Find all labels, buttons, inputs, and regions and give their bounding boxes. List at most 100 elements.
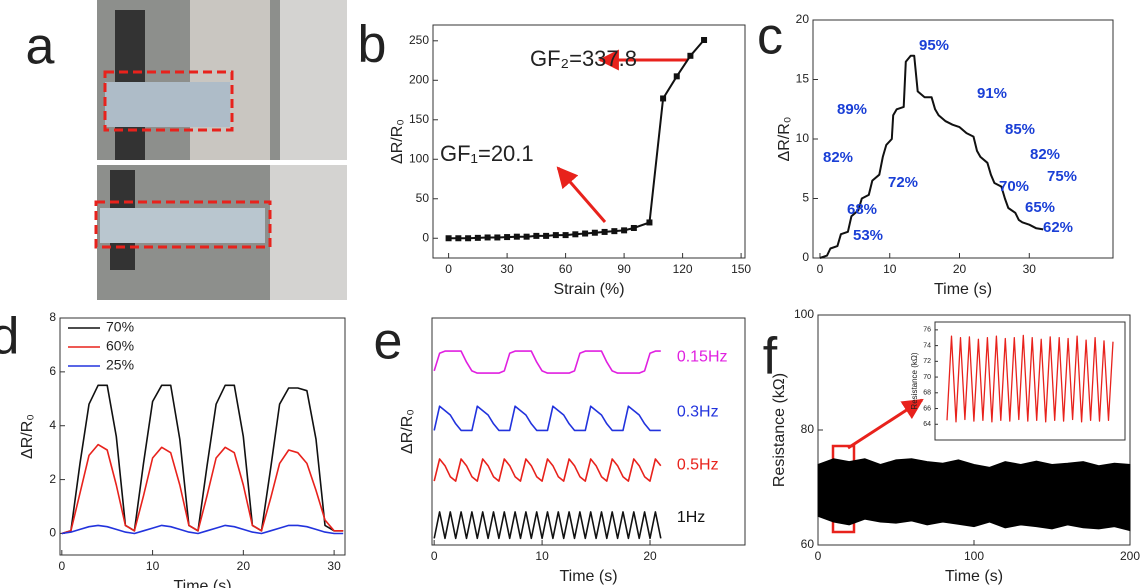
data-line	[61, 524, 344, 535]
legend-label: 70%	[106, 319, 134, 335]
y-tick-label: 0	[49, 526, 56, 540]
photo-detail	[270, 165, 347, 300]
y-tick-label: 74	[923, 342, 931, 349]
photo-detail	[105, 82, 230, 127]
annotation: 62%	[1043, 219, 1073, 236]
x-tick-label: 10	[535, 549, 549, 563]
series-label: 1Hz	[677, 509, 705, 526]
y-tick-label: 2	[49, 472, 56, 486]
x-tick-label: 100	[964, 549, 984, 563]
x-tick-label: 30	[327, 559, 341, 573]
x-tick-label: 10	[146, 559, 160, 573]
y-tick-label: 15	[796, 72, 810, 86]
y-tick-label: 200	[409, 72, 429, 86]
x-tick-label: 0	[817, 262, 824, 276]
data-point	[646, 219, 653, 226]
data-point	[673, 73, 680, 80]
photo-panel	[94, 0, 347, 300]
annotation: 65%	[1025, 199, 1055, 216]
y-tick-label: 5	[802, 191, 809, 205]
plot-frame	[431, 317, 746, 546]
y-tick-label: 6	[49, 364, 56, 378]
y-tick-label: 76	[923, 327, 931, 334]
annotation: 89%	[837, 101, 867, 118]
highlight-box	[103, 70, 234, 132]
y-axis-title: ΔR/R₀	[19, 414, 36, 459]
x-tick-label: 120	[673, 262, 693, 276]
data-point	[687, 52, 694, 59]
x-axis-title: Time (s)	[173, 578, 231, 588]
data-point	[591, 229, 598, 236]
y-axis-title: Resistance (kΩ)	[910, 352, 919, 409]
y-tick-label: 0	[422, 230, 429, 244]
data-point	[660, 95, 667, 102]
y-tick-label: 0	[802, 250, 809, 264]
y-tick-label: 72	[923, 358, 931, 365]
y-tick-label: 10	[796, 131, 810, 145]
x-tick-label: 0	[58, 559, 65, 573]
data-point	[543, 232, 550, 239]
data-point	[582, 230, 589, 237]
data-line	[433, 511, 662, 540]
highlight-box	[94, 200, 272, 249]
x-axis-title: Time (s)	[559, 568, 617, 585]
data-band	[817, 458, 1131, 532]
y-axis-title: ΔR/R₀	[389, 119, 406, 164]
y-axis-title: Resistance (kΩ)	[771, 373, 788, 487]
y-tick-label: 66	[923, 405, 931, 412]
plot-frame	[432, 24, 746, 259]
data-point	[572, 231, 579, 238]
data-line	[61, 443, 344, 535]
data-line	[433, 405, 661, 432]
y-tick-label: 60	[801, 537, 815, 551]
panel-letter: f	[763, 328, 778, 386]
y-tick-label: 64	[923, 421, 931, 428]
y-tick-label: 50	[416, 191, 430, 205]
x-tick-label: 20	[953, 262, 967, 276]
data-line	[61, 384, 344, 535]
x-tick-label: 10	[883, 262, 897, 276]
data-point	[445, 235, 452, 242]
annotation: 53%	[853, 227, 883, 244]
y-tick-label: 20	[796, 12, 810, 26]
series-label: 0.5Hz	[677, 456, 719, 473]
photo-detail	[280, 0, 347, 160]
x-tick-label: 30	[1023, 262, 1037, 276]
x-tick-label: 150	[731, 262, 751, 276]
data-point	[484, 234, 491, 241]
annotation: 82%	[823, 149, 853, 166]
data-point	[562, 232, 569, 239]
x-tick-label: 90	[617, 262, 631, 276]
data-line	[819, 54, 1044, 259]
data-point	[601, 228, 608, 235]
x-axis-title: Time (s)	[945, 568, 1003, 585]
x-tick-label: 20	[643, 549, 657, 563]
x-tick-label: 20	[237, 559, 251, 573]
data-point	[701, 37, 708, 44]
data-point	[465, 235, 472, 242]
data-point	[455, 235, 462, 242]
data-point	[611, 228, 618, 235]
arrow	[847, 398, 924, 450]
panel-letter: a	[26, 18, 55, 76]
y-tick-label: 150	[409, 112, 429, 126]
data-point	[513, 233, 520, 240]
data-point	[621, 227, 628, 234]
data-point	[630, 224, 637, 231]
data-line	[433, 350, 661, 374]
panel-letter: b	[358, 16, 387, 74]
annotation: 91%	[977, 85, 1007, 102]
photo-detail	[190, 0, 270, 160]
annotation: 72%	[888, 174, 918, 191]
series-label: 0.15Hz	[677, 348, 728, 365]
annotation: 95%	[919, 37, 949, 54]
data-line	[433, 458, 662, 482]
data-point	[523, 233, 530, 240]
y-tick-label: 250	[409, 33, 429, 47]
panel-letter: e	[374, 313, 403, 371]
y-tick-label: 8	[49, 310, 56, 324]
x-axis-title: Strain (%)	[553, 281, 624, 298]
annotation: 75%	[1047, 168, 1077, 185]
x-tick-label: 30	[500, 262, 514, 276]
